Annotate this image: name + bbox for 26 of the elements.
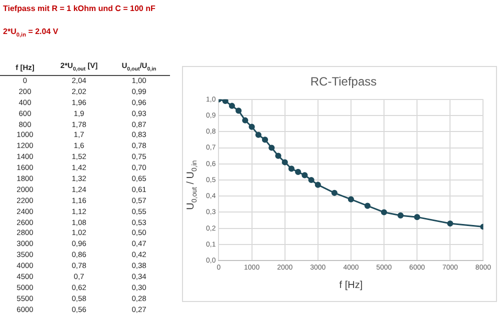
x-axis-title: f [Hz] — [339, 280, 363, 291]
point — [302, 172, 308, 178]
point — [236, 108, 242, 114]
point — [268, 144, 275, 151]
point — [242, 117, 248, 124]
point — [447, 220, 454, 227]
point — [380, 209, 388, 216]
point — [308, 176, 314, 184]
point — [295, 168, 302, 175]
point — [262, 136, 268, 143]
chart-title: RC-Tiefpass — [310, 74, 377, 89]
point — [331, 190, 338, 196]
point — [288, 166, 295, 172]
chart-subtitle: 2*U$_{0,in}$ = 2.04 V — [3, 27, 58, 39]
point — [348, 196, 354, 202]
point — [398, 212, 404, 219]
chart-title: Tiefpass mit R = 1 kOhm und C = 100 nF — [3, 4, 156, 13]
point — [248, 124, 255, 130]
point — [275, 152, 282, 159]
point — [414, 214, 420, 220]
point — [255, 132, 262, 138]
point — [222, 99, 228, 104]
point — [282, 159, 288, 166]
point — [228, 102, 236, 109]
point — [314, 182, 321, 188]
point — [364, 202, 371, 209]
